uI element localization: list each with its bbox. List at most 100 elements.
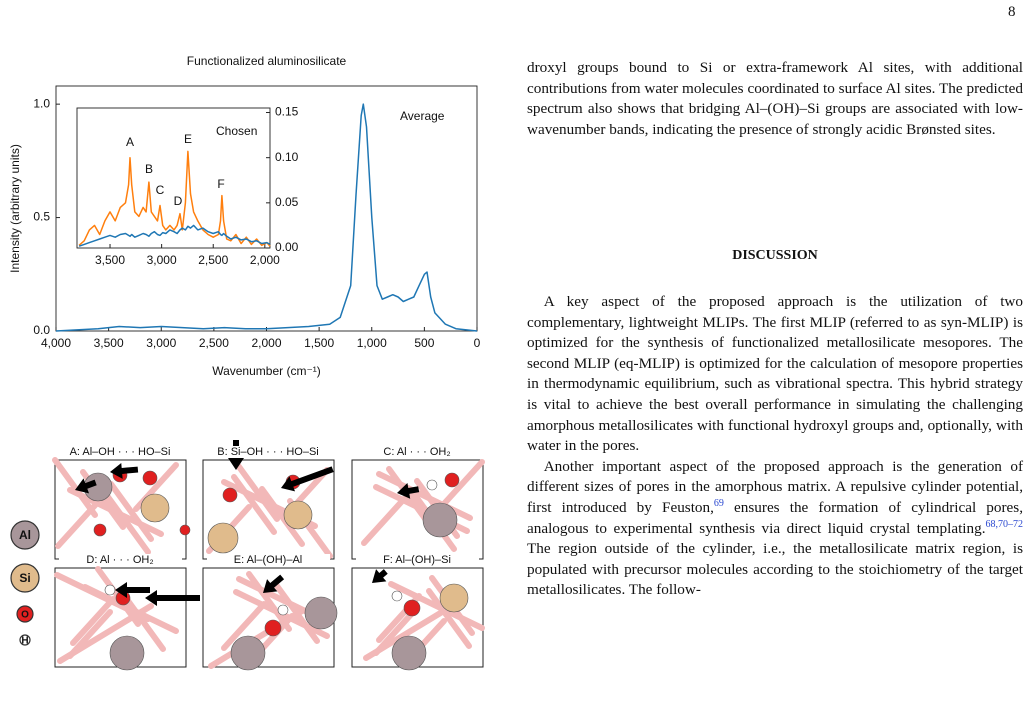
x-tick-label: 2,500	[198, 253, 228, 267]
atom-key-label: O	[21, 610, 29, 621]
x-tick-label: 0	[474, 336, 481, 350]
arrow-shape	[397, 483, 420, 499]
panel-title: B: Si–OH · · · HO–Si	[217, 446, 318, 458]
y-tick-label: 0.0	[33, 323, 50, 337]
bond	[363, 600, 460, 661]
bond	[231, 474, 277, 535]
atom	[109, 635, 145, 671]
line-series	[55, 103, 478, 332]
arrow-shape	[110, 462, 139, 479]
x-tick-label: 2,500	[199, 336, 229, 350]
y-tick-label: 0.00	[275, 240, 299, 254]
y-tick-label: 0.5	[33, 210, 50, 224]
atom	[140, 493, 170, 523]
panel-title-bg	[59, 554, 182, 566]
line-series	[78, 224, 271, 247]
panel-title: E: Al–(OH)–Al	[234, 554, 302, 566]
panel-title-bg	[207, 446, 330, 458]
atom	[230, 635, 266, 671]
atom-key	[16, 605, 34, 623]
atom	[207, 522, 239, 554]
panel-title: A: Al–OH · · · HO–Si	[70, 446, 171, 458]
atom	[304, 596, 338, 630]
bond	[234, 461, 280, 522]
citation[interactable]: 68,70–72	[985, 518, 1024, 530]
x-tick-label: 2,000	[250, 253, 280, 267]
peak-label: A	[126, 135, 134, 149]
arrow	[75, 478, 97, 494]
snapshot-panel	[54, 566, 200, 671]
snapshot-panel	[202, 567, 338, 671]
arrow	[372, 569, 388, 583]
text: ensures the formation of cylindrical por…	[527, 498, 1023, 537]
x-tick-label: 3,000	[146, 336, 176, 350]
y-tick-label: 0.15	[275, 105, 299, 119]
arrow	[397, 483, 420, 499]
y-tick-label: 1.0	[33, 96, 50, 110]
text: Another important aspect of the proposed…	[527, 457, 1023, 516]
snapshot-panel	[52, 457, 191, 560]
bond	[274, 583, 320, 644]
x-tick-label: 3,500	[94, 336, 124, 350]
y-tick-label: 0.10	[275, 150, 299, 164]
panel-title-bg	[356, 554, 479, 566]
text: The region outside of the cylinder, i.e.…	[527, 540, 1023, 599]
bond	[55, 499, 101, 549]
page-number: 8	[1008, 4, 1016, 20]
bond	[426, 588, 472, 649]
legend-label: Chosen	[216, 124, 257, 138]
peak-label: B	[145, 162, 153, 176]
arrow-shape	[372, 569, 388, 583]
y-axis-label: Intensity (arbitrary units)	[8, 144, 22, 273]
atom	[142, 470, 158, 486]
chart-title: Functionalized aluminosilicate	[187, 54, 347, 68]
citation[interactable]: 69	[713, 497, 724, 509]
paragraph: A key aspect of the proposed approach is…	[527, 293, 1023, 455]
arrow	[281, 466, 334, 492]
text-column: A key aspect of the proposed approach is…	[527, 292, 1023, 601]
atom	[403, 599, 421, 617]
x-tick-label: 4,000	[41, 336, 71, 350]
atom-key-label: H	[21, 636, 28, 647]
section-heading: DISCUSSION	[732, 248, 818, 263]
peak-label: D	[174, 194, 183, 208]
peak-label: F	[217, 177, 224, 191]
snapshot-panel	[202, 440, 335, 560]
legend-label: Average	[400, 109, 445, 123]
panel-title: C: Al · · · OH₂	[383, 446, 450, 458]
figure: 4,000 3,500 3,000 2,500 2,000 1,500 1,000 500 0 0…	[8, 54, 485, 671]
arrow	[115, 582, 150, 598]
x-tick-label: 3,500	[95, 253, 125, 267]
plot-frame	[76, 107, 271, 249]
arrow-shape	[263, 574, 285, 593]
atom	[93, 523, 107, 537]
peak-label: E	[184, 132, 192, 146]
arrow-shape	[75, 478, 97, 494]
bond	[361, 496, 407, 546]
x-axis-label: Wavenumber (cm⁻¹)	[212, 364, 321, 378]
x-tick-label: 3,000	[147, 253, 177, 267]
atom	[277, 604, 289, 616]
atom-key-label: Al	[19, 528, 31, 542]
atom	[391, 635, 427, 671]
line-series	[78, 150, 271, 247]
peak-label: C	[156, 183, 165, 197]
bond	[70, 596, 116, 646]
text-column: droxyl groups bound to Si or extra-frame…	[527, 58, 1023, 140]
atom	[104, 584, 116, 596]
snapshot-panel	[351, 567, 485, 671]
arrow	[110, 462, 139, 479]
bond	[57, 603, 154, 664]
atom-key	[10, 520, 40, 550]
x-tick-label: 1,500	[304, 336, 334, 350]
panel-title-bg	[207, 554, 330, 566]
atom	[222, 487, 238, 503]
atom	[439, 583, 469, 613]
bond	[376, 471, 473, 521]
bond	[439, 459, 485, 509]
atom	[283, 500, 313, 530]
x-tick-label: 500	[414, 336, 434, 350]
arrow	[145, 590, 200, 606]
bond	[108, 481, 154, 542]
arrow-shape	[281, 466, 334, 492]
